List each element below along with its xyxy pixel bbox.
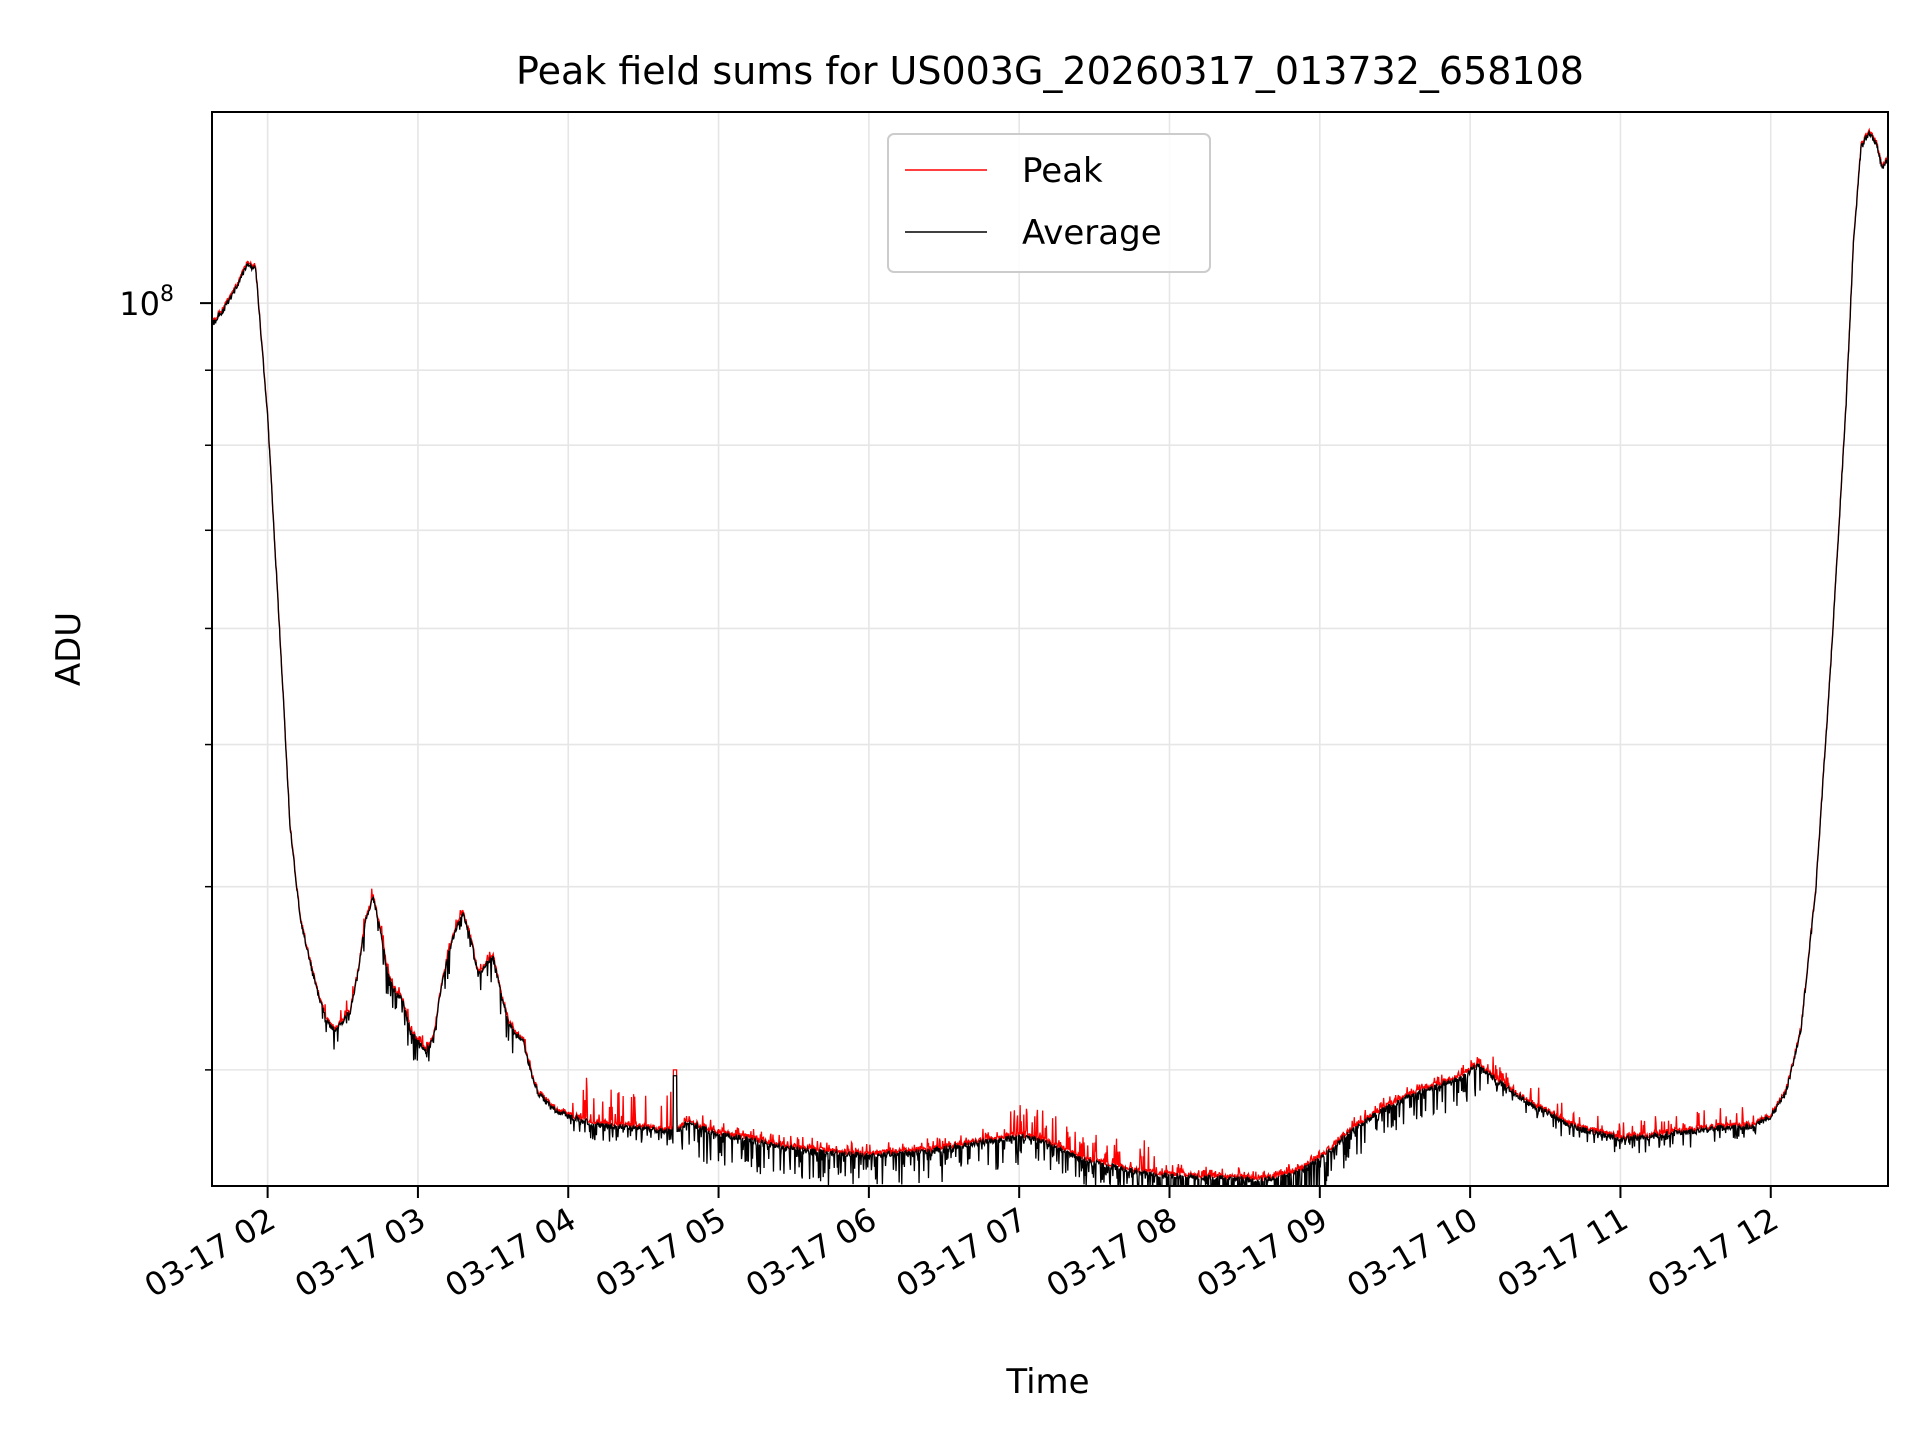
plot-frame: [211, 111, 1889, 1187]
y-tick-label-exponent: 8: [160, 282, 174, 307]
chart-title: Peak field sums for US003G_20260317_0137…: [516, 49, 1584, 93]
x-axis-label: Time: [1005, 1362, 1089, 1402]
y-axis: 108: [119, 282, 212, 1071]
legend: Peak Average: [887, 133, 1211, 273]
series-line-average: [212, 129, 1888, 1186]
y-axis-label: ADU: [49, 612, 89, 686]
series-line-peak: [212, 127, 1888, 1182]
legend-box: [887, 133, 1211, 273]
legend-peak-label: Peak: [1022, 151, 1103, 191]
legend-average-label: Average: [1022, 213, 1162, 253]
grid-layer: [212, 112, 1888, 1186]
y-tick-label-major: 108: [119, 282, 174, 323]
y-tick-label-base: 10: [119, 285, 160, 323]
series-layer: [212, 127, 1888, 1186]
